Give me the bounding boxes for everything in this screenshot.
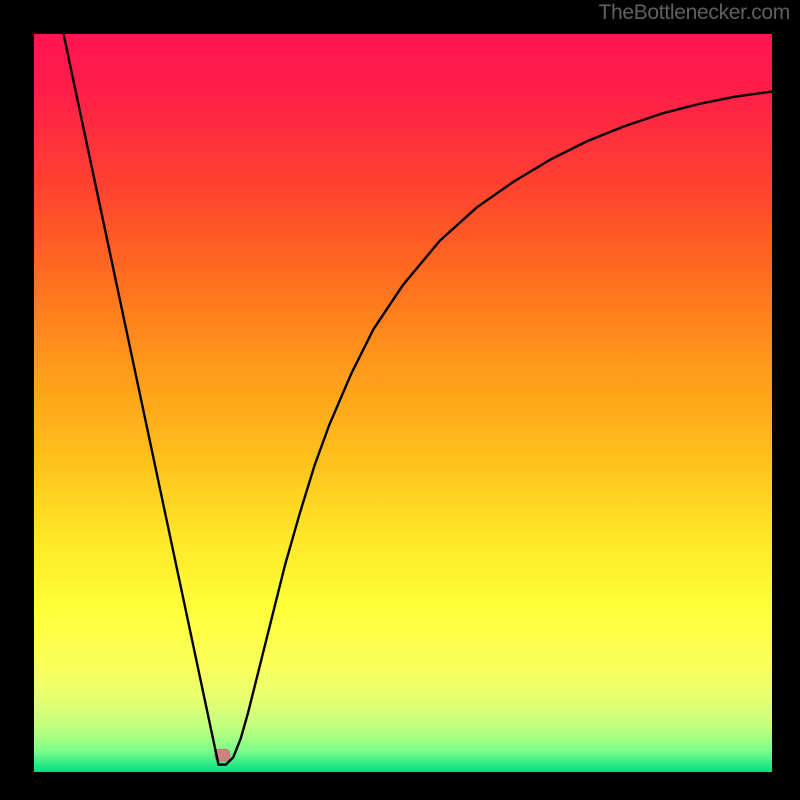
chart-frame: TheBottlenecker.com [0, 0, 800, 800]
plot-svg [34, 34, 772, 772]
plot-area [34, 34, 772, 772]
watermark-text: TheBottlenecker.com [598, 1, 790, 25]
gradient-background [34, 34, 772, 772]
